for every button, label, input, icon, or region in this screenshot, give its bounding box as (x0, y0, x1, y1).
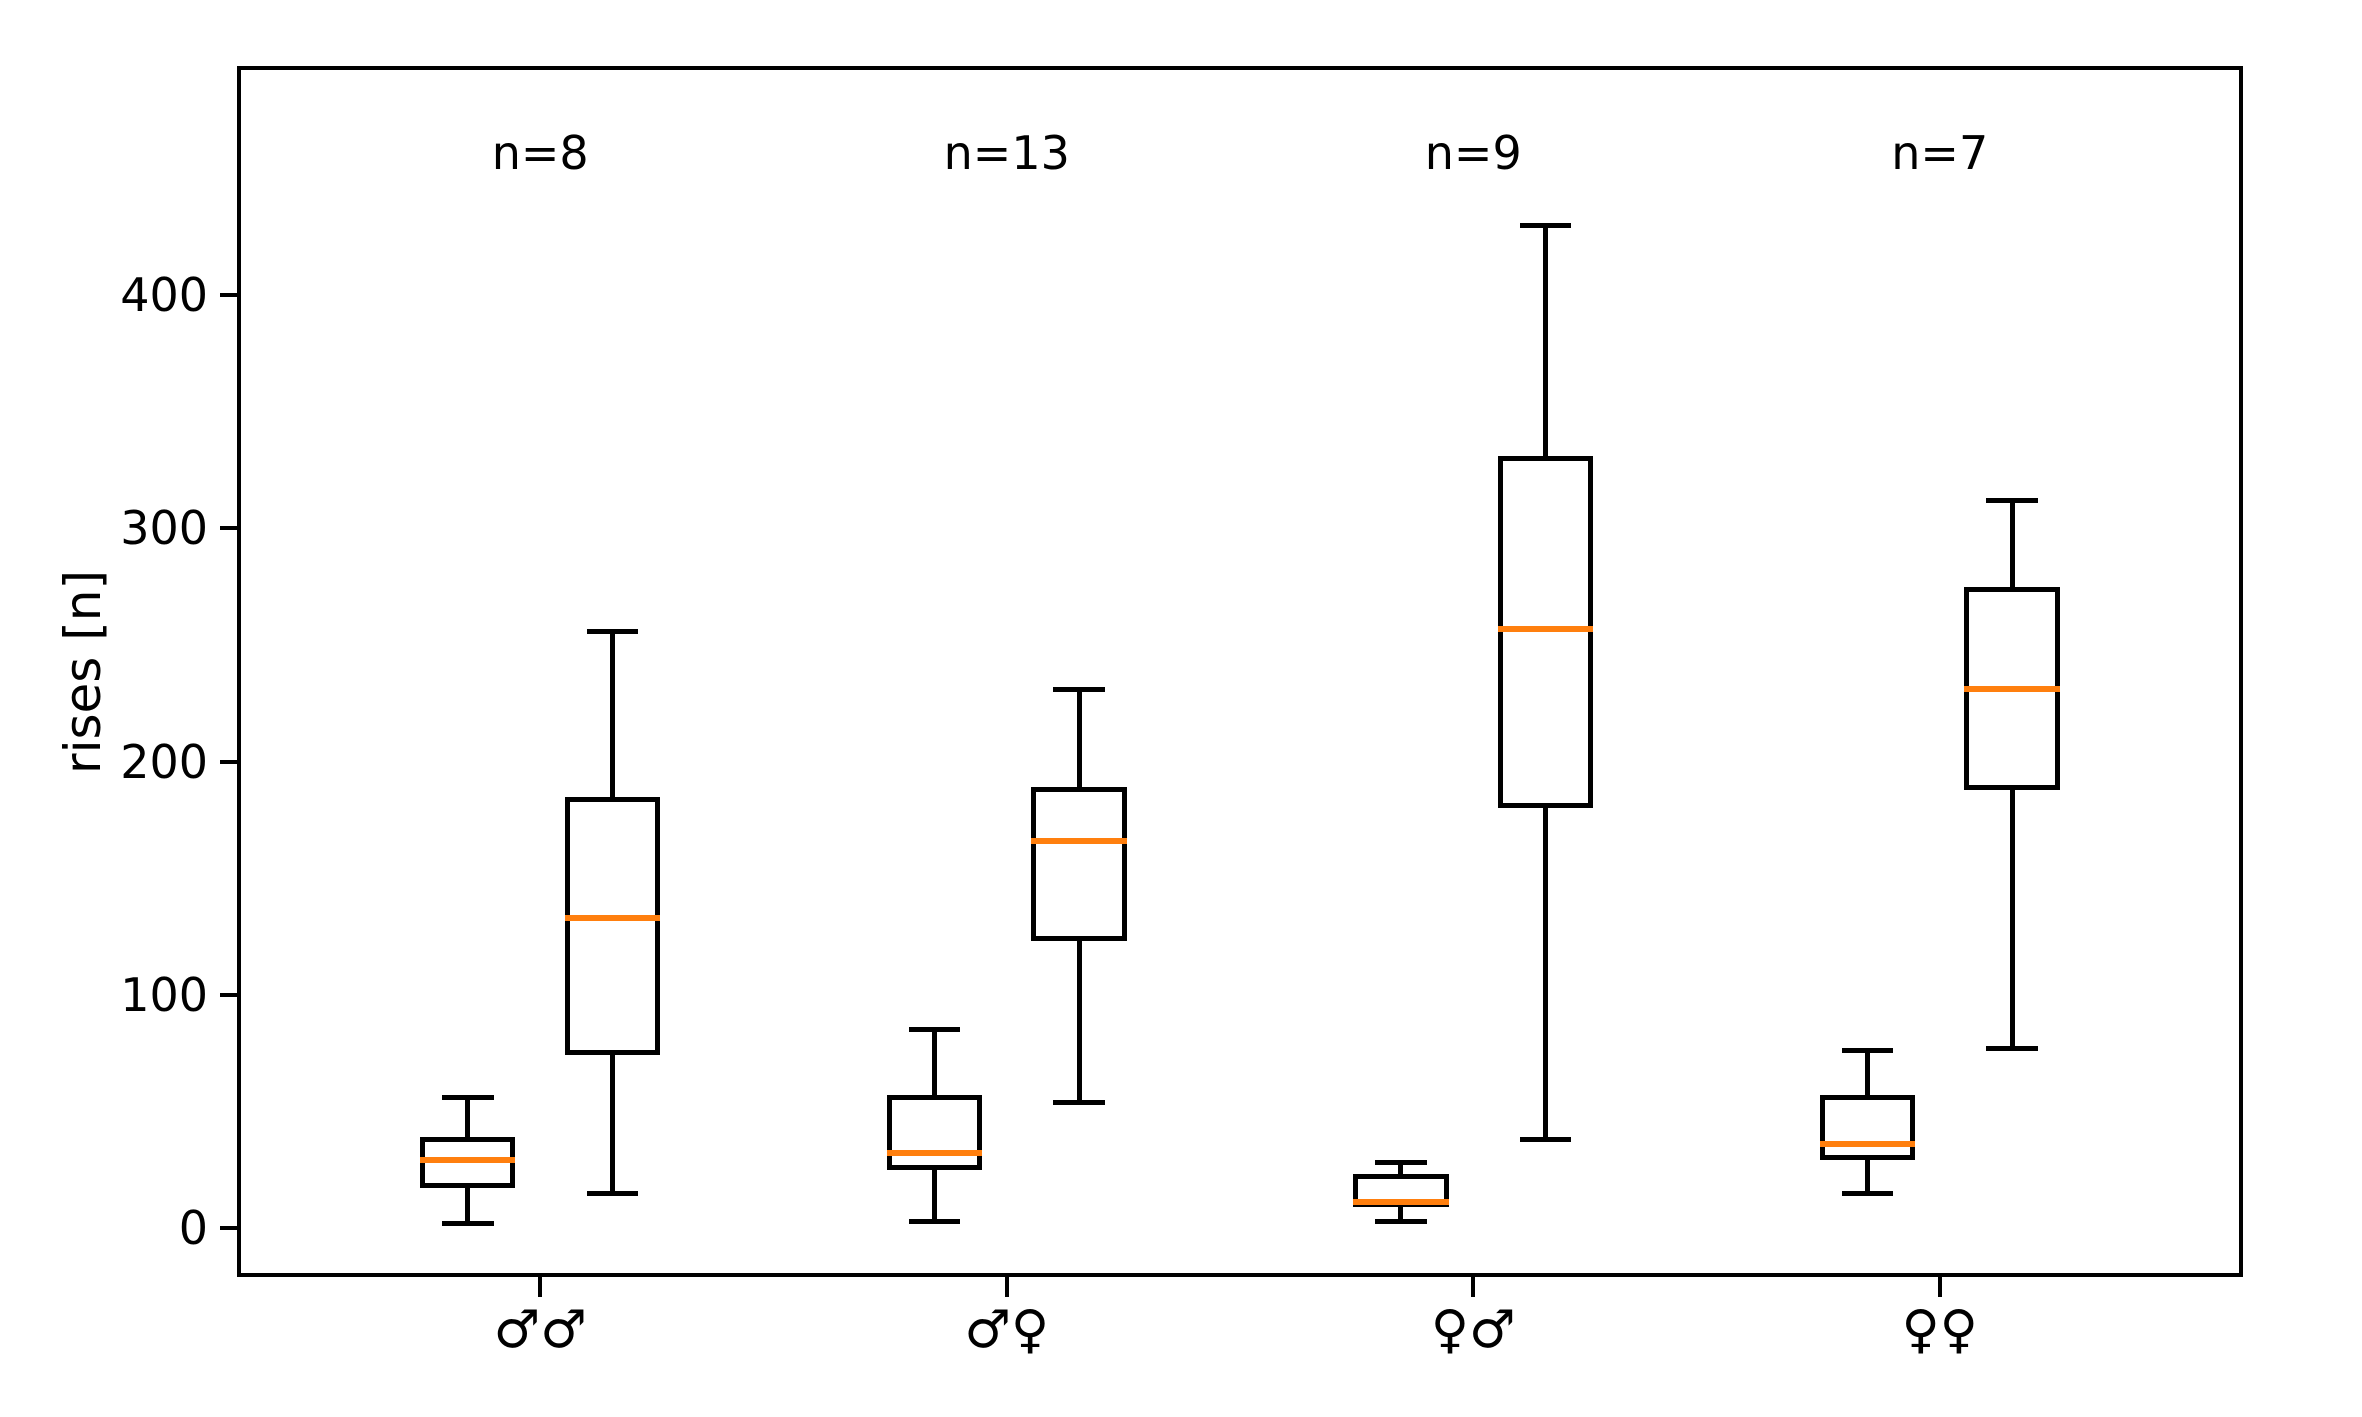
y-tick-label: 200 (120, 734, 208, 789)
median-line (1819, 1141, 1916, 1148)
lower-whisker-cap (1053, 1099, 1105, 1105)
upper-whisker (1543, 225, 1549, 457)
upper-whisker (1864, 1050, 1870, 1096)
y-axis-tick (220, 293, 237, 298)
lower-whisker-cap (442, 1220, 494, 1226)
iqr-box (1819, 1095, 1916, 1161)
x-tick-label-sex-pair: ♀♂ (1430, 1300, 1516, 1360)
x-axis-tick (1937, 1277, 1942, 1297)
upper-whisker-cap (1375, 1160, 1427, 1166)
upper-whisker-cap (442, 1094, 494, 1100)
lower-whisker-cap (1841, 1190, 1894, 1196)
upper-whisker-cap (1986, 497, 2038, 503)
lower-whisker (1864, 1160, 1870, 1194)
upper-whisker (2009, 500, 2015, 587)
iqr-box (886, 1095, 982, 1170)
x-tick-label-sex-pair: ♀♀ (1901, 1300, 1978, 1360)
upper-whisker (465, 1097, 471, 1138)
y-tick-label: 300 (120, 501, 208, 556)
lower-whisker (1543, 808, 1549, 1140)
lower-whisker (465, 1188, 471, 1224)
lower-whisker (610, 1055, 616, 1194)
lower-whisker (2009, 789, 2015, 1049)
iqr-box (1497, 456, 1594, 809)
median-line (1964, 686, 2060, 693)
upper-whisker (1398, 1162, 1404, 1175)
median-line (1031, 837, 1127, 844)
y-axis-tick (220, 992, 237, 997)
median-line (564, 914, 661, 921)
upper-whisker (1076, 689, 1082, 788)
plot-area (237, 66, 2243, 1277)
x-tick-label-sex-pair: ♂♀ (964, 1300, 1050, 1360)
upper-whisker-cap (1519, 222, 1572, 228)
lower-whisker-cap (908, 1218, 961, 1224)
y-axis-tick (220, 526, 237, 531)
lower-whisker (1398, 1207, 1404, 1222)
median-line (886, 1150, 982, 1157)
sample-size-annotation: n=8 (491, 125, 589, 180)
lower-whisker-cap (1986, 1045, 2038, 1051)
iqr-box (1031, 787, 1127, 942)
sample-size-annotation: n=13 (943, 125, 1070, 180)
x-axis-tick (1471, 1277, 1476, 1297)
lower-whisker (1076, 941, 1082, 1103)
x-tick-label-sex-pair: ♂♂ (493, 1300, 587, 1360)
y-tick-label: 100 (120, 967, 208, 1022)
median-line (1353, 1199, 1449, 1206)
y-tick-label: 0 (178, 1201, 208, 1256)
median-line (420, 1157, 516, 1164)
upper-whisker-cap (1053, 686, 1105, 692)
sample-size-annotation: n=9 (1424, 125, 1522, 180)
sample-size-annotation: n=7 (1891, 125, 1989, 180)
lower-whisker-cap (1519, 1136, 1572, 1142)
y-axis-tick (220, 1226, 237, 1231)
upper-whisker-cap (586, 628, 639, 634)
upper-whisker (931, 1029, 937, 1096)
median-line (1497, 625, 1594, 632)
lower-whisker-cap (1375, 1218, 1427, 1224)
upper-whisker-cap (908, 1027, 961, 1033)
upper-whisker-cap (1841, 1048, 1894, 1054)
lower-whisker (931, 1169, 937, 1222)
x-axis-tick (538, 1277, 543, 1297)
y-axis-label: rises [n] (54, 570, 112, 774)
iqr-box (564, 796, 661, 1056)
x-axis-tick (1004, 1277, 1009, 1297)
y-axis-tick (220, 759, 237, 764)
upper-whisker (610, 631, 616, 797)
y-tick-label: 400 (120, 268, 208, 323)
lower-whisker-cap (586, 1190, 639, 1196)
